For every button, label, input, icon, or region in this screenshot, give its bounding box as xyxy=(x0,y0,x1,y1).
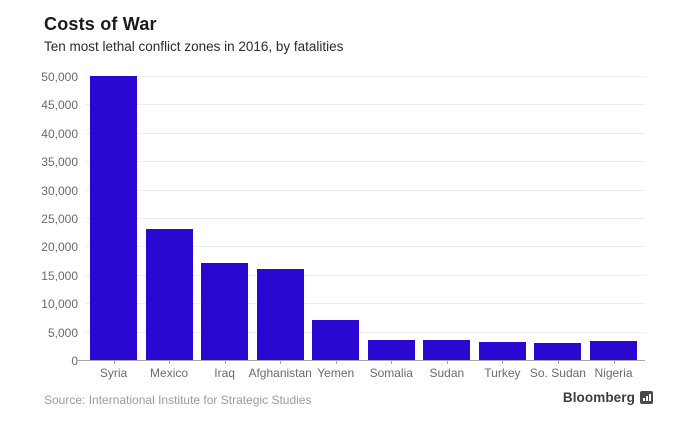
bar-yemen xyxy=(312,320,360,360)
gridline xyxy=(85,274,645,276)
bar-so-sudan xyxy=(534,342,582,360)
y-axis-tick-label: 10,000 xyxy=(41,297,78,312)
y-axis-tick-label: 5,000 xyxy=(47,325,78,340)
y-axis-tick-label: 50,000 xyxy=(41,70,78,84)
bars-container xyxy=(90,76,637,360)
y-axis-tick-label: 45,000 xyxy=(41,98,78,113)
gridline xyxy=(85,303,645,305)
bar-syria xyxy=(90,76,137,360)
gridline xyxy=(85,76,645,77)
x-axis-line xyxy=(78,360,645,361)
y-axis-tick-label: 35,000 xyxy=(41,155,78,170)
x-axis-tick xyxy=(446,360,448,364)
page-title: Costs of War xyxy=(44,14,157,34)
x-axis-ticks xyxy=(90,360,637,365)
x-axis-tick xyxy=(502,360,504,364)
y-axis-tick-label: 30,000 xyxy=(41,183,78,198)
gridline xyxy=(85,218,645,219)
x-axis-label: So. Sudan xyxy=(529,366,586,380)
x-axis-label: Turkey xyxy=(484,366,521,380)
gridline xyxy=(85,132,645,134)
x-axis-tick xyxy=(280,360,282,364)
gridline xyxy=(85,246,645,248)
bar-sudan xyxy=(423,339,471,360)
y-axis-tick-label: 40,000 xyxy=(41,126,78,141)
x-axis-tick xyxy=(224,360,226,364)
x-axis-label: Sudan xyxy=(429,366,465,380)
x-axis-tick xyxy=(113,360,115,364)
y-axis-tick-label: 20,000 xyxy=(41,240,78,255)
x-axis-tick xyxy=(391,360,393,364)
gridline xyxy=(85,161,645,163)
bloomberg-brand: Bloomberg xyxy=(563,390,653,405)
x-axis-label: Syria xyxy=(99,366,128,380)
y-axis-tick-label: 0 xyxy=(71,354,78,368)
x-axis-label: Nigeria xyxy=(594,366,633,380)
x-axis-label: Yemen xyxy=(317,366,355,380)
bloomberg-logo-icon xyxy=(640,391,653,404)
bloomberg-wordmark: Bloomberg xyxy=(562,390,635,405)
plot-area xyxy=(78,76,645,361)
x-axis-label: Somalia xyxy=(369,366,413,380)
x-axis-tick xyxy=(335,360,337,364)
x-axis-label: Mexico xyxy=(150,366,189,380)
bar-turkey xyxy=(478,342,526,360)
bar-iraq xyxy=(201,263,249,360)
page-subtitle: Ten most lethal conflict zones in 2016, … xyxy=(44,39,344,54)
gridline xyxy=(85,331,645,333)
x-axis-tick xyxy=(557,360,559,364)
gridline xyxy=(85,104,645,106)
x-axis-tick xyxy=(613,360,615,364)
bar-nigeria xyxy=(590,341,637,360)
x-axis-label: Afghanistan xyxy=(248,366,312,380)
y-axis-tick-label: 25,000 xyxy=(41,212,78,226)
y-axis-tick-label: 15,000 xyxy=(41,268,78,283)
y-axis-tick-labels: 0 5,000 10,000 15,000 20,000 25,000 30,000 35,0… xyxy=(0,71,78,367)
source-text: Source: International Institute for Stra… xyxy=(44,393,312,407)
gridline xyxy=(85,189,645,191)
x-axis-labels: Syria Mexico Iraq Afghanistan Yemen Somalia Su… xyxy=(90,366,637,382)
bar-somalia xyxy=(367,339,415,360)
bar-mexico xyxy=(145,229,193,360)
bar-afghanistan xyxy=(256,269,304,360)
x-axis-label: Iraq xyxy=(214,366,235,380)
x-axis-tick xyxy=(169,360,171,364)
